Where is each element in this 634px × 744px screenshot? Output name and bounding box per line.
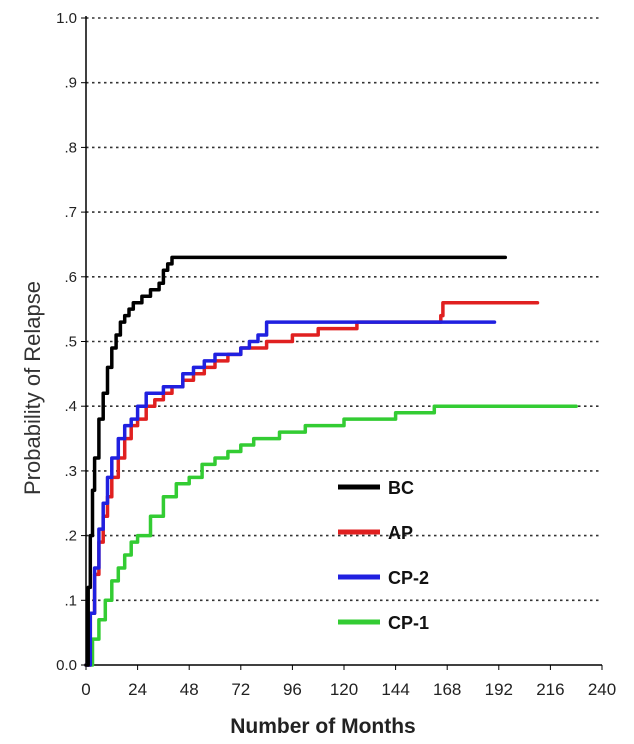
series-line-ap — [84, 300, 540, 667]
x-tick-label: 192 — [485, 680, 513, 699]
legend-label-ap: AP — [388, 523, 413, 543]
y-tick-label: .5 — [64, 334, 77, 351]
series-line-cp-2 — [84, 320, 497, 667]
x-tick-label: 48 — [180, 680, 199, 699]
legend-label-cp-2: CP-2 — [388, 568, 429, 588]
gridlines — [86, 17, 602, 602]
y-tick-label: 0.0 — [56, 657, 77, 674]
legend-label-cp-1: CP-1 — [388, 613, 429, 633]
axes — [81, 16, 603, 670]
y-tick-label: .2 — [64, 528, 77, 545]
x-tick-label: 240 — [588, 680, 616, 699]
x-tick-label: 96 — [283, 680, 302, 699]
y-tick-label: .4 — [64, 398, 77, 415]
x-tick-label: 168 — [433, 680, 461, 699]
x-tick-label: 144 — [381, 680, 409, 699]
y-axis-title: Probability of Relapse — [20, 281, 45, 495]
y-axis-tick-labels: 0.0 .1 .2 .3 .4 .5 .6 .7 .8 .9 1.0 — [56, 10, 77, 674]
series-lines — [84, 255, 578, 667]
y-tick-label: .3 — [64, 463, 77, 480]
x-tick-label: 216 — [536, 680, 564, 699]
x-tick-label: 0 — [81, 680, 90, 699]
x-tick-label: 72 — [231, 680, 250, 699]
y-tick-label: .1 — [64, 592, 77, 609]
x-axis-title: Number of Months — [230, 715, 415, 738]
y-tick-label: 1.0 — [56, 10, 77, 27]
legend: BC AP CP-2 CP-1 — [338, 478, 429, 633]
x-axis-tick-labels: 0 24 48 72 96 120 144 168 192 216 240 — [81, 680, 616, 699]
x-tick-label: 120 — [330, 680, 358, 699]
y-tick-label: .9 — [64, 75, 77, 92]
y-tick-label: .7 — [64, 204, 77, 221]
legend-label-bc: BC — [388, 478, 414, 498]
y-tick-label: .6 — [64, 269, 77, 286]
x-tick-label: 24 — [128, 680, 147, 699]
series-line-cp-1 — [84, 404, 578, 667]
y-tick-label: .8 — [64, 139, 77, 156]
series-line-bc — [84, 255, 508, 667]
